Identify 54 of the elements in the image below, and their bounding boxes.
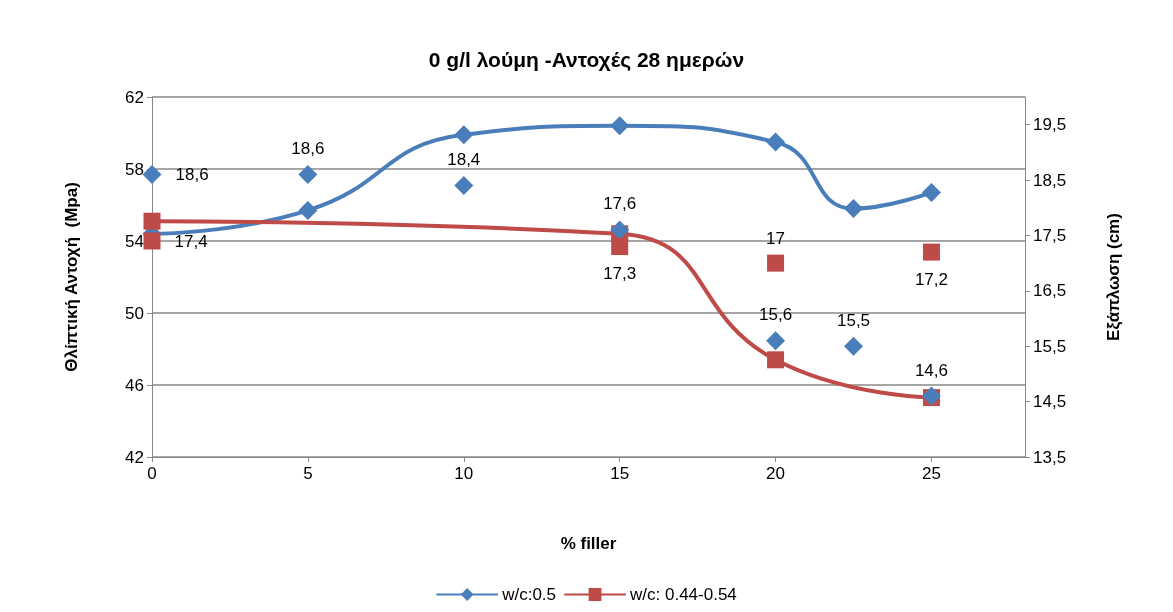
x-tick-label: 25 (922, 464, 941, 483)
data-label: 18,6 (175, 165, 209, 185)
point (844, 199, 864, 219)
point (611, 238, 629, 256)
y-tick-label: 42 (125, 447, 144, 467)
point (454, 125, 474, 145)
legend-label: w/c: 0.44-0.54 (629, 585, 737, 604)
chart-title: 0 g/l λούμη -Αντοχές 28 ημερών (428, 48, 745, 72)
data-label: 17,2 (914, 269, 949, 289)
point (143, 212, 161, 230)
data-label: 18,6 (291, 139, 325, 159)
data-label: 17,6 (603, 194, 637, 214)
y-tick-label: 50 (125, 303, 144, 323)
x-tick-label: 20 (766, 464, 786, 483)
data-label: 17 (766, 228, 786, 248)
point (143, 232, 161, 250)
y2-tick-label: 15,5 (1033, 336, 1067, 356)
x-axis-title: % filler (560, 534, 617, 553)
point (766, 331, 786, 351)
point (766, 132, 786, 152)
point (610, 220, 630, 240)
y2-axis-title: Εξάπλωση (cm) (1104, 213, 1123, 341)
point (922, 243, 940, 261)
point (767, 254, 785, 272)
data-label: 15,5 (836, 310, 871, 330)
data-label: 14,6 (914, 360, 949, 380)
point (298, 200, 318, 220)
x-tick-label: 10 (454, 464, 474, 483)
y2-tick-label: 16,5 (1033, 281, 1067, 301)
data-label: 17,3 (603, 264, 637, 284)
point (610, 116, 630, 136)
y-tick-label: 54 (125, 231, 144, 251)
x-tick-label: 15 (610, 464, 630, 483)
y-tick-label: 58 (125, 159, 144, 179)
y2-tick-label: 13,5 (1033, 447, 1067, 467)
point (767, 351, 785, 369)
y-axis-title: Θλίπτική Αντοχή (Mpa) (62, 182, 81, 372)
point (844, 336, 864, 356)
x-tick-label: 0 (147, 464, 157, 483)
y2-tick-label: 18,5 (1033, 170, 1067, 190)
y-tick-label: 46 (125, 375, 144, 395)
x-tick-label: 5 (303, 464, 313, 483)
y-tick-label: 62 (125, 87, 144, 107)
data-label: 15,6 (759, 305, 793, 325)
y2-tick-label: 19,5 (1033, 115, 1067, 135)
data-label: 17,4 (174, 231, 208, 251)
point (142, 165, 162, 185)
legend-label: w/c:0.5 (501, 585, 557, 604)
point (454, 176, 474, 196)
point (298, 165, 318, 185)
y2-tick-label: 14,5 (1033, 392, 1067, 412)
y2-tick-label: 17,5 (1033, 225, 1067, 245)
point (921, 182, 941, 202)
data-label: 18,4 (447, 150, 481, 170)
